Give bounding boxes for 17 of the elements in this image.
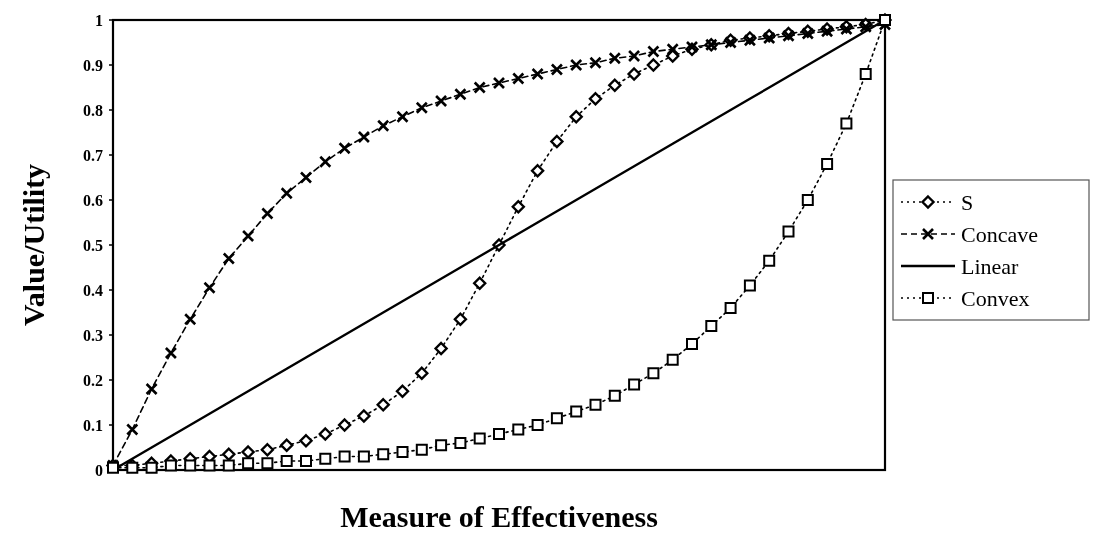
legend-label: Concave (961, 221, 1038, 247)
y-tick-label: 0.6 (83, 191, 103, 209)
y-tick-label: 0.1 (83, 416, 103, 434)
y-tick-label: 0.4 (83, 281, 103, 299)
y-tick-label: 0.7 (83, 146, 103, 164)
legend-label: Convex (961, 285, 1030, 311)
y-axis-title: Value/Utility (17, 163, 50, 327)
y-tick-label: 0 (95, 461, 103, 479)
x-axis-title: Measure of Effectiveness (340, 500, 658, 533)
legend-label: Linear (961, 253, 1020, 279)
y-tick-label: 0.8 (83, 101, 103, 119)
y-tick-label: 1 (95, 11, 103, 29)
y-tick-label: 0.9 (83, 56, 103, 74)
y-tick-label: 0.5 (83, 236, 103, 254)
legend-label: S (961, 189, 974, 215)
y-tick-label: 0.2 (83, 371, 103, 389)
y-tick-label: 0.3 (83, 326, 103, 344)
